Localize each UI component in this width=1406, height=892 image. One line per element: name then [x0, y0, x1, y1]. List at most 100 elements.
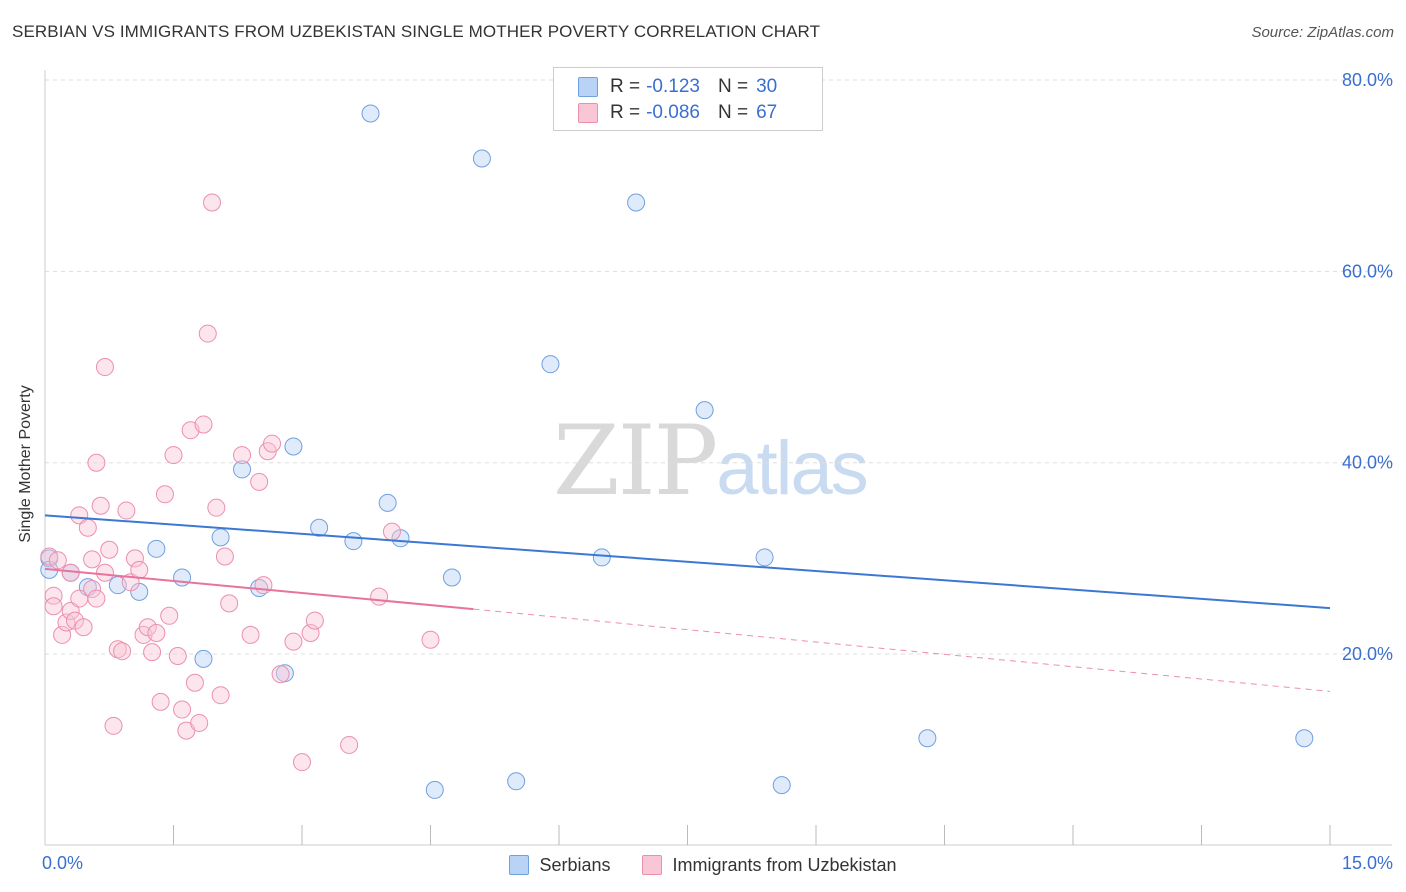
uzbekistan-point — [40, 547, 59, 566]
uzbekistan-trend-line — [44, 567, 474, 611]
uzbekistan-point — [83, 580, 102, 599]
uzbekistan-point — [190, 713, 209, 732]
x-tick-label: 15.0% — [1342, 853, 1393, 873]
legend-r-label: R = — [610, 102, 641, 123]
serbians-point — [344, 532, 363, 551]
source-label: Source: ZipAtlas.com — [1251, 24, 1394, 41]
legend-label-serbians: Serbians — [539, 854, 611, 875]
legend-row-serbians: R = -0.123 N = 30 — [578, 75, 777, 99]
serbians-point — [361, 104, 380, 123]
serbians-point — [310, 518, 329, 537]
serbians-point — [772, 776, 791, 795]
trend-lines — [44, 514, 1331, 692]
uzbekistan-point — [271, 665, 290, 684]
uzbekistan-point — [44, 597, 63, 616]
uzbekistan-point — [125, 549, 144, 568]
uzbekistan-point — [263, 434, 282, 453]
y-tick-label: 20.0% — [1342, 644, 1393, 664]
serbians-point — [233, 460, 252, 479]
serbians-point — [211, 528, 230, 547]
uzbekistan-point — [185, 673, 204, 692]
uzbekistan-point — [70, 506, 89, 525]
serbians-point — [425, 780, 444, 799]
serbians-point — [592, 548, 611, 567]
uzbekistan-point — [293, 753, 311, 772]
legend-r-value: -0.086 — [646, 102, 700, 123]
uzbekistan-point — [91, 496, 110, 515]
legend-swatch-serbians — [509, 855, 530, 875]
uzbekistan-point — [194, 415, 213, 434]
serbians-point — [284, 437, 303, 456]
serbians-point — [755, 548, 774, 567]
uzbekistan-point — [198, 324, 217, 343]
legend-n-label: N = — [717, 76, 749, 97]
legend-label-uzbekistan: Immigrants from Uzbekistan — [672, 854, 897, 875]
uzbekistan-point — [254, 576, 273, 595]
serbians-point — [541, 355, 560, 374]
uzbekistan-point — [117, 501, 136, 520]
legend-n-label: N = — [717, 102, 749, 123]
axes — [44, 70, 1392, 846]
uzbekistan-point — [207, 498, 226, 517]
uzbekistan-trend-extension — [473, 608, 1331, 692]
uzbekistan-point — [147, 624, 166, 643]
serbians-point — [442, 568, 461, 587]
uzbekistan-point — [421, 630, 440, 649]
x-tick-label: 0.0% — [42, 853, 83, 873]
legend-r-value: -0.123 — [646, 76, 700, 97]
uzbekistan-point — [164, 446, 183, 465]
grid-lines — [45, 79, 1392, 655]
uzbekistan-point — [61, 602, 80, 621]
uzbekistan-point — [173, 700, 192, 719]
legend-n-value: 30 — [756, 76, 778, 97]
uzbekistan-point — [233, 446, 252, 465]
serbians-point — [627, 193, 646, 212]
tick-labels: 20.0% 40.0% 60.0% 80.0% 0.0% 15.0% — [42, 70, 1393, 873]
legend-item-serbians: Serbians — [509, 855, 610, 876]
legend-swatch-serbians — [578, 77, 598, 97]
uzbekistan-point — [155, 485, 174, 504]
uzbekistan-point — [203, 193, 222, 212]
uzbekistan-point — [138, 618, 157, 637]
uzbekistan-point — [143, 643, 162, 662]
serbians-point — [507, 772, 526, 791]
serbians-point — [378, 493, 397, 512]
uzbekistan-point — [382, 522, 401, 541]
uzbekistan-point — [78, 518, 97, 537]
uzbekistan-point — [215, 547, 234, 566]
legend-row-uzbekistan: R = -0.086 N = 67 — [578, 101, 777, 125]
uzbekistan-point — [87, 589, 106, 608]
uzbekistan-point — [95, 563, 114, 582]
correlation-legend: R = -0.123 N = 30 R = -0.086 N = 67 — [553, 67, 823, 131]
serbians-point — [472, 149, 491, 168]
uzbekistan-point — [220, 594, 239, 613]
uzbekistan-point — [284, 632, 303, 651]
serbians-point — [194, 649, 213, 668]
y-tick-label: 40.0% — [1342, 453, 1393, 473]
uzbekistan-point — [74, 618, 93, 637]
legend-swatch-uzbekistan — [578, 103, 598, 123]
watermark: ZIPatlas — [553, 405, 869, 517]
uzbekistan-point — [113, 642, 132, 661]
serbians-point — [918, 729, 937, 748]
y-tick-label: 80.0% — [1342, 70, 1393, 90]
legend-n-value: 67 — [756, 102, 778, 123]
chart-title: SERBIAN VS IMMIGRANTS FROM UZBEKISTAN SI… — [12, 22, 821, 41]
uzbekistan-point — [241, 625, 260, 644]
uzbekistan-point — [151, 692, 170, 711]
serbians-trend-line — [44, 514, 1331, 610]
uzbekistan-point — [370, 587, 389, 606]
uzbekistan-point — [340, 735, 359, 754]
uzbekistan-point — [130, 560, 149, 579]
legend-r-label: R = — [610, 76, 641, 97]
uzbekistan-point — [160, 606, 179, 625]
legend-swatch-uzbekistan — [642, 855, 663, 875]
uzbekistan-points — [40, 193, 440, 772]
uzbekistan-point — [95, 358, 114, 377]
serbians-point — [1295, 729, 1314, 748]
uzbekistan-point — [83, 550, 102, 569]
serbians-point — [695, 401, 714, 420]
uzbekistan-point — [44, 586, 63, 605]
uzbekistan-point — [48, 551, 67, 570]
